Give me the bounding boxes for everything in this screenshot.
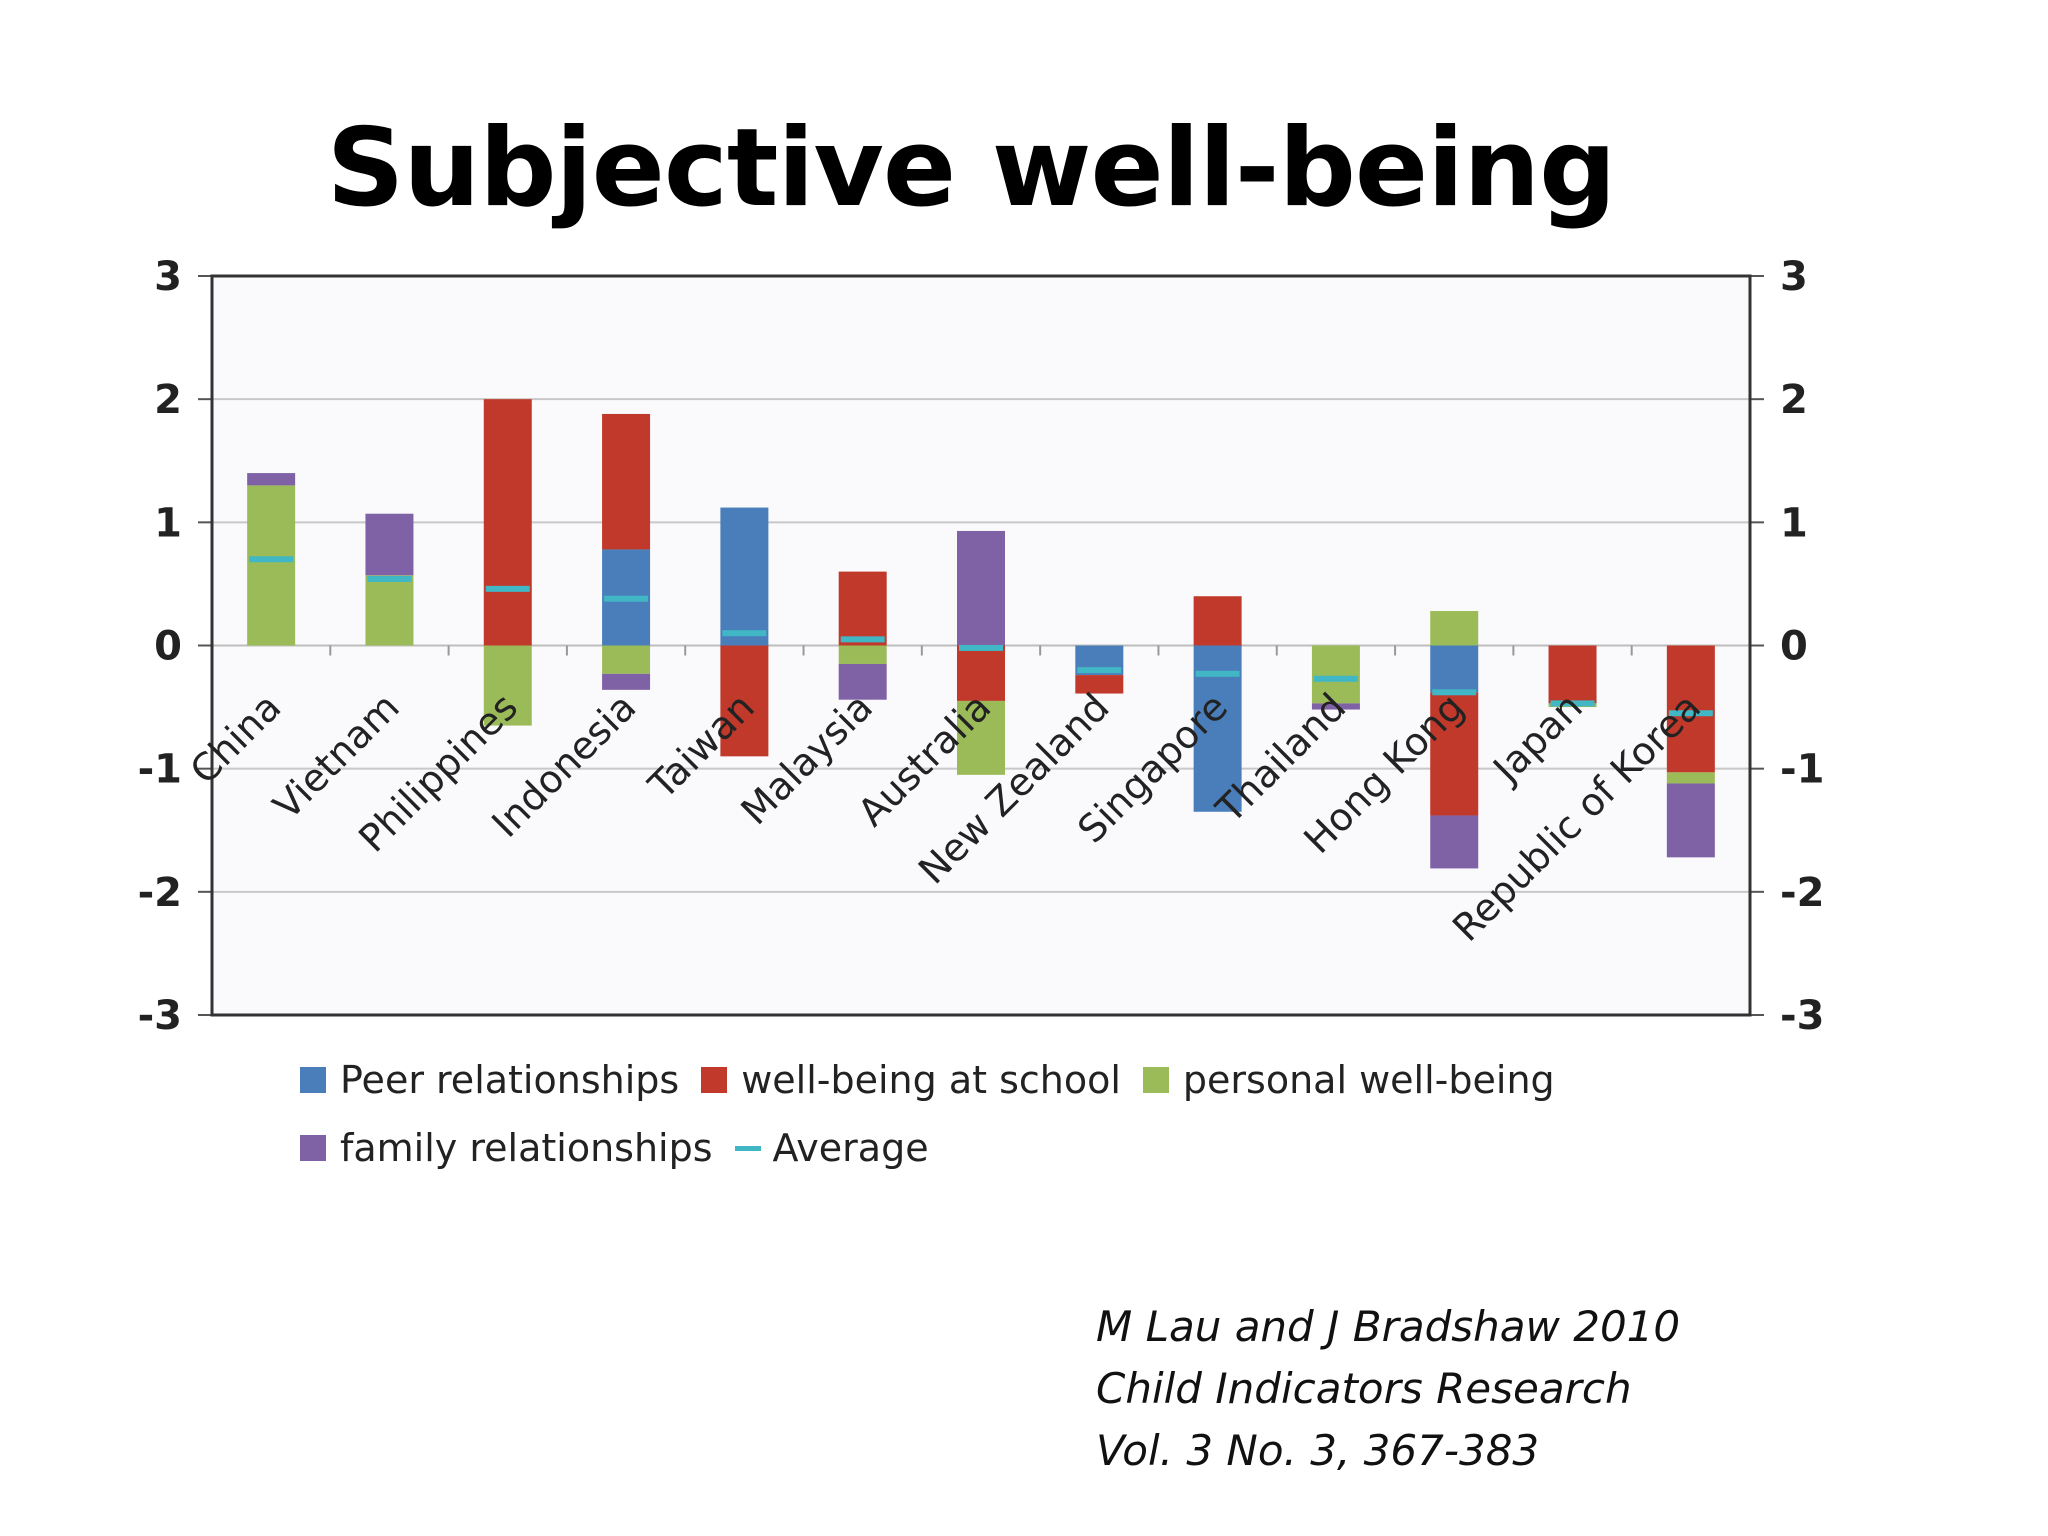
average-marker [1313, 675, 1358, 682]
y-tick-label-right: -1 [1780, 747, 1824, 793]
bar-segment-1 [720, 645, 769, 757]
legend-label-family: family relationships [340, 1126, 713, 1170]
legend-swatch-family [300, 1135, 326, 1161]
legend-label-average: Average [772, 1126, 929, 1170]
bar-segment-2 [1311, 645, 1360, 704]
y-tick-label-left: 3 [154, 254, 182, 300]
average-marker [604, 595, 649, 602]
bar-segment-2 [957, 700, 1005, 775]
bar-segment-3 [957, 530, 1005, 646]
legend-item-peer: Peer relationships [300, 1056, 679, 1104]
y-tick-label-left: -2 [138, 870, 182, 916]
average-marker [722, 630, 767, 637]
bar-segment-2 [483, 645, 532, 726]
citation: M Lau and J Bradshaw 2010 Child Indicato… [1096, 1296, 1680, 1482]
bar-segment-2 [247, 485, 296, 646]
y-tick-label-left: -1 [138, 747, 182, 793]
legend-item-average: Average [734, 1124, 929, 1172]
y-tick-label-right: -2 [1780, 870, 1824, 916]
bar-segment-3 [1666, 783, 1715, 858]
y-tick-label-right: 3 [1780, 254, 1808, 300]
slide-title: Subjective well-being [326, 106, 1617, 231]
y-tick-label-right: 0 [1780, 624, 1808, 670]
bar-segment-2 [365, 575, 414, 646]
average-marker [1668, 710, 1713, 717]
bar-segment-1 [1075, 675, 1124, 694]
legend-swatch-personal [1142, 1067, 1169, 1093]
legend-swatch-average [734, 1145, 761, 1151]
legend-label-personal: personal well-being [1182, 1058, 1555, 1102]
bar-segment-1 [1430, 692, 1479, 816]
average-marker [1432, 689, 1477, 696]
bar-segment-2 [1666, 772, 1715, 784]
average-markers [249, 556, 1713, 717]
bar-segment-1 [483, 399, 532, 646]
legend: Peer relationships well-being at school … [300, 1056, 1760, 1172]
y-tick-label-left: 2 [154, 377, 182, 423]
bars [247, 399, 1715, 869]
citation-line-authors: M Lau and J Bradshaw 2010 [1096, 1302, 1681, 1351]
bar-segment-3 [1311, 703, 1360, 710]
axes [198, 274, 1764, 1017]
y-tick-label-left: -3 [138, 993, 182, 1039]
bar-segment-3 [1430, 815, 1479, 869]
average-marker [249, 556, 294, 563]
bar-segment-3 [247, 473, 296, 486]
bar-segment-1 [957, 645, 1005, 701]
bar-segment-1 [1548, 645, 1597, 704]
bar-segment-1 [1666, 645, 1715, 773]
bar-segment-3 [365, 513, 414, 576]
bar-segment-1 [838, 571, 887, 646]
bar-segment-3 [602, 673, 651, 690]
average-marker [1550, 700, 1595, 707]
average-marker [367, 575, 412, 582]
citation-line-journal: Child Indicators Research [1096, 1364, 1632, 1413]
y-axis-left-labels: 3 2 1 0 -1 -2 -3 [138, 254, 182, 1039]
average-marker [485, 585, 530, 592]
legend-item-family: family relationships [300, 1124, 713, 1172]
average-marker [1077, 667, 1122, 674]
legend-item-school: well-being at school [701, 1056, 1121, 1104]
legend-swatch-peer [300, 1067, 326, 1093]
y-axis-right-labels: 3 2 1 0 -1 -2 -3 [1780, 254, 1824, 1039]
bar-segment-2 [838, 645, 887, 664]
bar-segment-2 [1430, 611, 1479, 646]
y-tick-label-left: 1 [154, 500, 182, 546]
y-tick-label-right: 2 [1780, 377, 1808, 423]
y-tick-label-left: 0 [154, 624, 182, 670]
bar-segment-2 [602, 645, 651, 674]
y-tick-label-right: 1 [1780, 500, 1808, 546]
legend-label-peer: Peer relationships [340, 1058, 680, 1102]
legend-item-personal: personal well-being [1142, 1056, 1555, 1104]
citation-line-volume: Vol. 3 No. 3, 367-383 [1096, 1426, 1540, 1475]
plot-border [210, 274, 1752, 1017]
bar-segment-3 [838, 663, 887, 700]
y-tick-label-right: -3 [1780, 993, 1824, 1039]
average-marker [840, 636, 885, 643]
bar-segment-1 [602, 413, 651, 550]
bar-segment-0 [720, 507, 769, 646]
bar-segment-1 [1193, 596, 1242, 646]
bar-segment-0 [1430, 645, 1479, 693]
average-marker [1195, 670, 1240, 677]
legend-swatch-school [701, 1067, 728, 1093]
legend-label-school: well-being at school [741, 1058, 1121, 1102]
average-marker [959, 644, 1003, 651]
